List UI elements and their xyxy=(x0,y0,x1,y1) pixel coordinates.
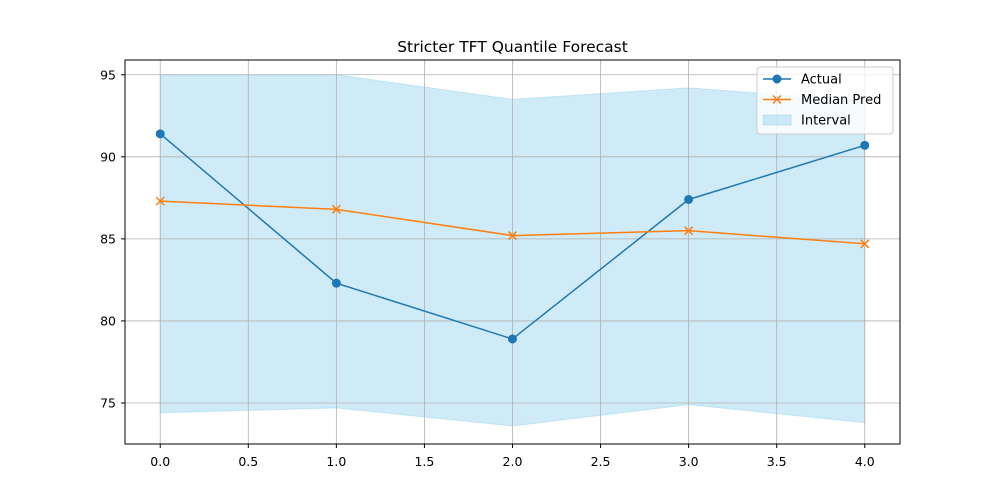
legend-box xyxy=(756,66,894,135)
x-tick-label-2: 1.0 xyxy=(326,454,346,469)
series-layer xyxy=(155,129,870,344)
legend-item-interval: Interval xyxy=(762,114,851,129)
y-tick-label-0: 75 xyxy=(100,395,116,410)
legend-label-median-pred: Median Pred xyxy=(801,93,881,108)
legend-label-actual: Actual xyxy=(801,73,842,88)
actual-point-3 xyxy=(684,194,694,204)
x-tick-label-8: 4.0 xyxy=(855,454,875,469)
x-tick-label-4: 2.0 xyxy=(503,454,523,469)
x-tick-label-7: 3.5 xyxy=(767,454,787,469)
chart-title: Stricter TFT Quantile Forecast xyxy=(397,38,628,56)
legend-marker-median-pred-b xyxy=(772,94,782,105)
legend-label-interval: Interval xyxy=(801,114,851,129)
legend-item-median-pred: Median Pred xyxy=(763,93,881,108)
x-tick-label-6: 3.0 xyxy=(679,454,699,469)
median-pred-point-4-b xyxy=(860,239,870,249)
y-tick-label-4: 95 xyxy=(100,67,116,82)
median-pred-point-0-b xyxy=(155,196,165,206)
median-pred-point-1-b xyxy=(331,204,341,214)
median-pred-point-2 xyxy=(507,231,518,241)
legend-swatch-interval xyxy=(762,114,792,126)
legend-marker-median-pred xyxy=(772,94,782,105)
actual-point-0 xyxy=(155,129,165,139)
x-tick-label-5: 2.5 xyxy=(591,454,611,469)
actual-point-2 xyxy=(508,334,517,344)
median-pred-point-1 xyxy=(331,204,341,214)
x-tick-label-0: 0.0 xyxy=(150,454,170,469)
median-pred-point-0 xyxy=(155,196,165,206)
x-tick-label-1: 0.5 xyxy=(238,454,258,469)
median-pred-point-3 xyxy=(684,226,694,236)
y-tick-label-1: 80 xyxy=(100,313,116,328)
median-pred-point-3-b xyxy=(684,226,694,236)
median-pred-point-2-b xyxy=(507,231,518,241)
legend: Actual Median Pred Interval xyxy=(756,66,894,135)
x-tick-label-3: 1.5 xyxy=(414,454,434,469)
y-tick-label-2: 85 xyxy=(100,231,116,246)
actual-point-4 xyxy=(860,140,870,150)
actual-point-1 xyxy=(331,278,341,288)
median-pred-point-4 xyxy=(860,239,870,249)
legend-item-actual: Actual xyxy=(763,73,842,88)
legend-marker-actual xyxy=(772,74,782,84)
y-tick-label-3: 90 xyxy=(100,149,116,164)
tick-layer: 0.0 0.5 1.0 1.5 2.0 2.5 3.0 3.5 4.0 75 80 85 90 95 xyxy=(100,67,875,469)
